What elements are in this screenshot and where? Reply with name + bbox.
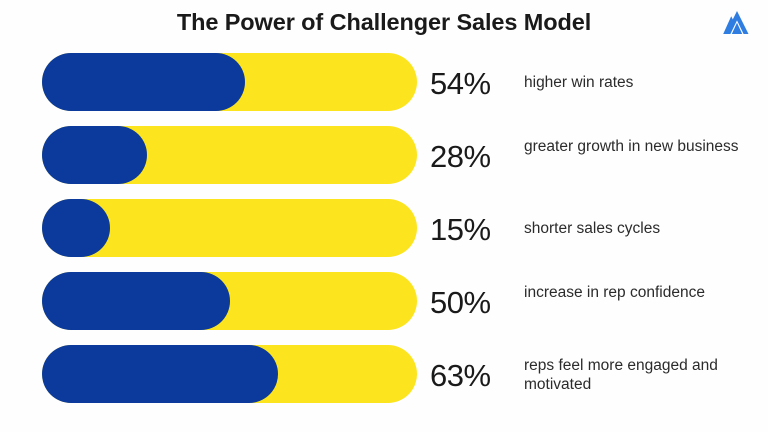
mountain-logo-icon	[722, 10, 752, 36]
bar-fill	[42, 53, 245, 111]
stat-row: 54% higher win rates	[0, 53, 768, 111]
stat-value: 63%	[430, 358, 491, 393]
bar-fill	[42, 345, 279, 403]
stat-label: shorter sales cycles	[524, 220, 661, 237]
bar-fill	[42, 272, 230, 330]
stat-bar-chart: 54% higher win rates 28% greater growth …	[0, 53, 768, 425]
stat-row: 28% greater growth in new business	[0, 126, 768, 184]
stat-label: higher win rates	[524, 74, 634, 91]
bar-track	[42, 126, 417, 184]
bar-track	[42, 53, 417, 111]
stat-value: 15%	[430, 212, 491, 247]
stat-value: 54%	[430, 66, 491, 101]
stat-label: greater growth in new business	[524, 138, 739, 155]
stat-row: 63% reps feel more engaged and motivated	[0, 345, 768, 403]
stat-row: 50% increase in rep confidence	[0, 272, 768, 330]
page-title: The Power of Challenger Sales Model	[176, 9, 592, 35]
stat-label: increase in rep confidence	[524, 284, 705, 301]
infographic-header: The Power of Challenger Sales Model	[0, 0, 768, 50]
stat-row: 15% shorter sales cycles	[0, 199, 768, 257]
bar-track	[42, 199, 417, 257]
bar-track	[42, 345, 417, 403]
stat-label: reps feel more engaged and motivated	[524, 357, 718, 393]
bar-fill	[42, 199, 110, 257]
stat-value: 28%	[430, 139, 491, 174]
bar-track	[42, 272, 417, 330]
bar-fill	[42, 126, 147, 184]
stat-value: 50%	[430, 285, 491, 320]
